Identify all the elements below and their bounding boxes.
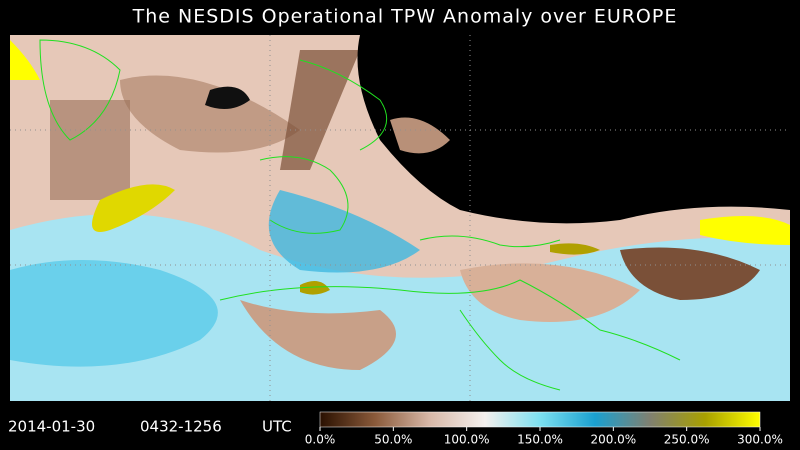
time-zone: UTC xyxy=(262,418,292,436)
colorbar-tick-label: 0.0% xyxy=(305,433,336,447)
colorbar-tick-label: 250.0% xyxy=(664,433,710,447)
colorbar-tick-label: 50.0% xyxy=(374,433,412,447)
colorbar-tick-label: 150.0% xyxy=(517,433,563,447)
map xyxy=(10,35,790,401)
colorbar-tick-label: 300.0% xyxy=(737,433,783,447)
date: 2014-01-30 xyxy=(8,418,95,436)
colorbar-tick-label: 100.0% xyxy=(444,433,490,447)
colorbar-tick-label: 200.0% xyxy=(590,433,636,447)
title: The NESDIS Operational TPW Anomaly over … xyxy=(132,6,678,28)
time-range: 0432-1256 xyxy=(140,418,222,436)
colorbar xyxy=(319,411,761,428)
